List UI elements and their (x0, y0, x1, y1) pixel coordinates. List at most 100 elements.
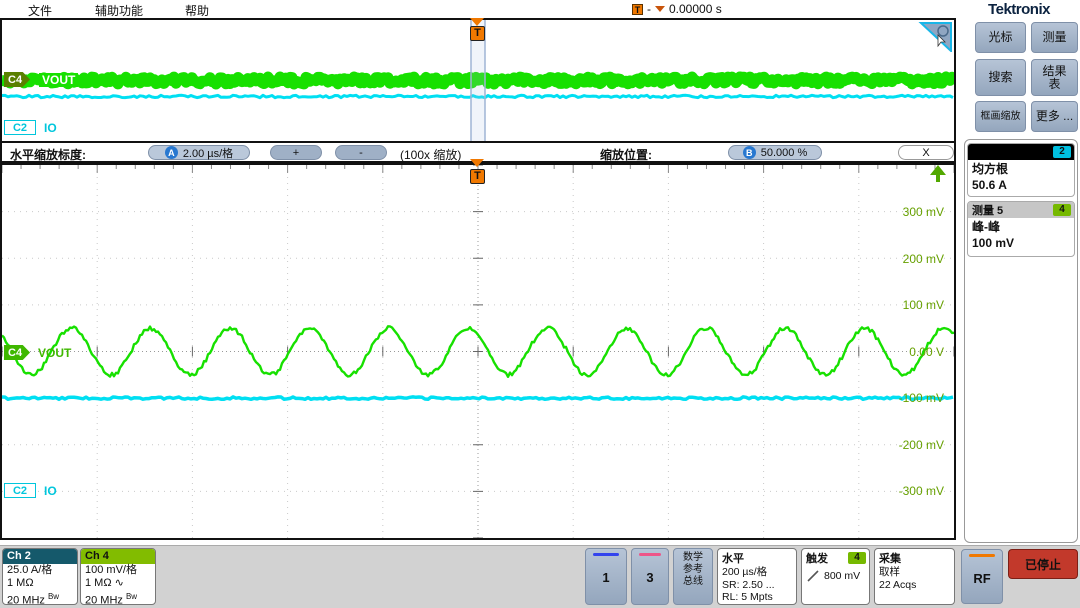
ch4-scale: 100 mV/格 (85, 564, 137, 576)
rf-button[interactable]: RF (961, 549, 1003, 604)
ch2-impedance: 1 MΩ (7, 577, 34, 589)
overview-canvas[interactable] (0, 20, 960, 141)
channel2-label-overview: IO (44, 121, 57, 135)
knob-a-icon: A (164, 146, 178, 159)
ch4-bandwidth: 20 MHz Bw (85, 592, 138, 605)
channel4-badge-overview[interactable]: C4 (4, 72, 31, 87)
main-waveform-view[interactable]: 300 mV 200 mV 100 mV 0.00 V -100 mV -200… (0, 163, 956, 540)
channel2-badge-main[interactable]: C2 (4, 483, 36, 498)
zoom-out-button[interactable]: - (335, 145, 387, 160)
trigger-position-arrow-main[interactable] (470, 159, 484, 167)
measurement-value: 50.6 A (972, 178, 1007, 192)
yaxis-label-300: 300 mV (902, 205, 944, 219)
zoom-position-value[interactable]: B 50.000 % (728, 145, 822, 160)
zoom-scale-value[interactable]: A 2.00 µs/格 (148, 145, 250, 160)
source-badge-ch4: 4 (1053, 204, 1071, 216)
measurement-card-rms[interactable]: 2 均方根 50.6 A (967, 143, 1075, 197)
record-length: RL: 5 Mpts (722, 591, 773, 603)
menu-help[interactable]: 帮助 (185, 4, 210, 18)
trigger-position-arrow-overview[interactable] (470, 18, 484, 26)
trigger-marker-main[interactable]: T (470, 169, 485, 184)
ch1-color-stripe (593, 553, 619, 556)
measurement-card-title: 测量 5 (972, 205, 1004, 217)
trigger-title: 触发 (806, 553, 828, 565)
rising-edge-icon (807, 570, 819, 582)
sidebar-button-search[interactable]: 搜索 (975, 59, 1026, 96)
results-panel (964, 139, 1078, 543)
acquisition-title: 采集 (879, 553, 901, 565)
channel2-label-main: IO (44, 484, 57, 498)
ch2-scale: 25.0 A/格 (7, 564, 53, 576)
sidebar-button-box-zoom[interactable]: 框画缩放 (975, 101, 1026, 132)
horizontal-settings-box[interactable]: 水平 200 µs/格 SR: 2.50 ... RL: 5 Mpts (717, 548, 797, 605)
zoom-in-button[interactable]: + (270, 145, 322, 160)
measurement-name: 峰-峰 (972, 220, 1000, 234)
channel2-badge-overview[interactable]: C2 (4, 120, 36, 135)
ch4-impedance: 1 MΩ ∿ (85, 577, 124, 589)
sidebar-button-cursors[interactable]: 光标 (975, 22, 1026, 53)
horizontal-zoom-bar: 水平缩放标度: A 2.00 µs/格 + - (100x 缩放) 缩放位置: … (0, 143, 956, 163)
trigger-level-value: 800 mV (824, 570, 861, 582)
trigger-flag-icon: T (632, 3, 643, 15)
sidebar-button-measure[interactable]: 测量 (1031, 22, 1078, 53)
sidebar-button-more[interactable]: 更多 ... (1031, 101, 1078, 132)
acquisition-mode: 取样 (879, 566, 900, 578)
channel4-label-main: VOUT (38, 346, 72, 360)
channel4-header: Ch 4 (81, 549, 155, 564)
zoom-factor-label: (100x 缩放) (400, 148, 462, 162)
channel3-button[interactable]: 3 (631, 548, 669, 605)
ch1-number: 1 (602, 570, 610, 585)
ch2-bandwidth: 20 MHz Bw (7, 592, 60, 605)
trigger-delay-icon (655, 6, 665, 12)
zoom-scale-text: 2.00 µs/格 (182, 147, 234, 160)
menu-file[interactable]: 文件 (28, 4, 53, 18)
horizontal-title: 水平 (722, 553, 744, 565)
zoom-box-handle-icon[interactable] (918, 22, 952, 52)
yaxis-label-200: 200 mV (902, 252, 944, 266)
sidebar-button-results-table[interactable]: 结果表 (1031, 59, 1078, 96)
zoom-position-text: 50.000 % (760, 146, 808, 159)
zoom-position-label: 缩放位置: (600, 148, 652, 162)
run-stop-status-button[interactable]: 已停止 (1008, 549, 1078, 579)
ch3-number: 3 (646, 570, 654, 585)
channel4-badge-main[interactable]: C4 (4, 345, 31, 360)
measurement-value: 100 mV (972, 236, 1015, 250)
zoom-close-button[interactable]: X (898, 145, 954, 160)
source-badge-ch2: 2 (1053, 146, 1071, 158)
acquisition-settings-box[interactable]: 采集 取样 22 Acqs (874, 548, 955, 605)
zoom-scale-label: 水平缩放标度: (10, 148, 86, 162)
channel2-header: Ch 2 (3, 549, 77, 564)
acquisition-count: 22 Acqs (879, 578, 917, 591)
yaxis-label-100: 100 mV (902, 298, 944, 312)
trigger-time-value: 0.00000 s (669, 2, 722, 16)
trigger-level-arrow-icon[interactable] (930, 165, 946, 183)
measurement-name: 均方根 (972, 162, 1009, 176)
yaxis-label-n100: -100 mV (898, 391, 944, 405)
horizontal-scale: 200 µs/格 (722, 566, 768, 578)
ch3-color-stripe (639, 553, 661, 556)
trigger-marker-overview[interactable]: T (470, 26, 485, 41)
channel1-button[interactable]: 1 (585, 548, 627, 605)
yaxis-label-n300: -300 mV (898, 484, 944, 498)
measurement-card-pkpk[interactable]: 测量 5 4 峰-峰 100 mV (967, 201, 1075, 257)
menu-utility[interactable]: 辅助功能 (95, 4, 144, 18)
math-ref-bus-label: 数学 参考 总线 (683, 552, 703, 587)
yaxis-label-0: 0.00 V (909, 345, 944, 359)
rf-label: RF (973, 571, 991, 586)
channel4-label-overview: VOUT (39, 73, 79, 87)
main-canvas[interactable] (1, 164, 955, 539)
tektronix-logo: Tektronix (988, 1, 1050, 18)
sample-rate: SR: 2.50 ... (722, 578, 775, 591)
trigger-time-readout: T - 0.00000 s (632, 2, 722, 16)
trigger-dash: - (647, 2, 651, 16)
trigger-settings-box[interactable]: 触发 4 800 mV (801, 548, 870, 605)
rf-color-stripe (969, 554, 995, 557)
channel2-settings-box[interactable]: Ch 2 25.0 A/格 1 MΩ 20 MHz Bw (2, 548, 78, 605)
knob-b-icon: B (742, 146, 756, 159)
yaxis-label-n200: -200 mV (898, 438, 944, 452)
math-ref-bus-button[interactable]: 数学 参考 总线 (673, 548, 713, 605)
trigger-source-badge: 4 (848, 552, 866, 564)
menu-bar: 文件 辅助功能 帮助 T - 0.00000 s (0, 0, 956, 18)
channel4-settings-box[interactable]: Ch 4 100 mV/格 1 MΩ ∿ 20 MHz Bw (80, 548, 156, 605)
